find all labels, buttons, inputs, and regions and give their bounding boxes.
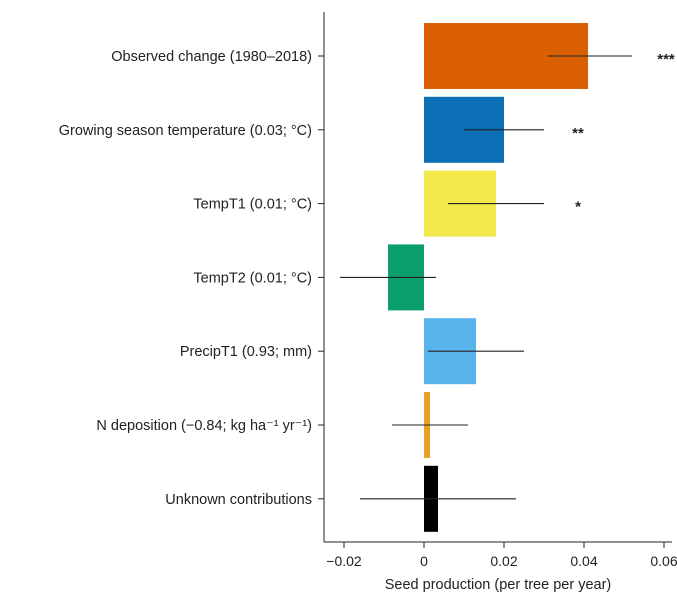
significance-label-1: ** <box>572 125 584 142</box>
x-tick-label-1: 0 <box>420 553 428 569</box>
category-label-3: TempT2 (0.01; °C) <box>193 270 312 286</box>
x-tick-label-4: 0.06 <box>650 553 677 569</box>
category-label-5: N deposition (−0.84; kg ha⁻¹ yr⁻¹) <box>96 418 312 434</box>
category-label-2: TempT1 (0.01; °C) <box>193 197 312 213</box>
x-tick-label-0: −0.02 <box>326 553 362 569</box>
category-label-4: PrecipT1 (0.93; mm) <box>180 344 312 360</box>
category-label-0: Observed change (1980–2018) <box>111 49 312 65</box>
x-axis-title: Seed production (per tree per year) <box>385 577 612 593</box>
axes: Observed change (1980–2018) ***Growing se… <box>59 12 677 569</box>
significance-label-0: *** <box>657 51 675 68</box>
error-bars-layer <box>340 55 632 500</box>
category-label-6: Unknown contributions <box>165 492 312 508</box>
significance-label-2: * <box>575 199 581 216</box>
x-tick-label-2: 0.02 <box>490 553 517 569</box>
x-tick-label-3: 0.04 <box>570 553 597 569</box>
category-label-1: Growing season temperature (0.03; °C) <box>59 123 312 139</box>
